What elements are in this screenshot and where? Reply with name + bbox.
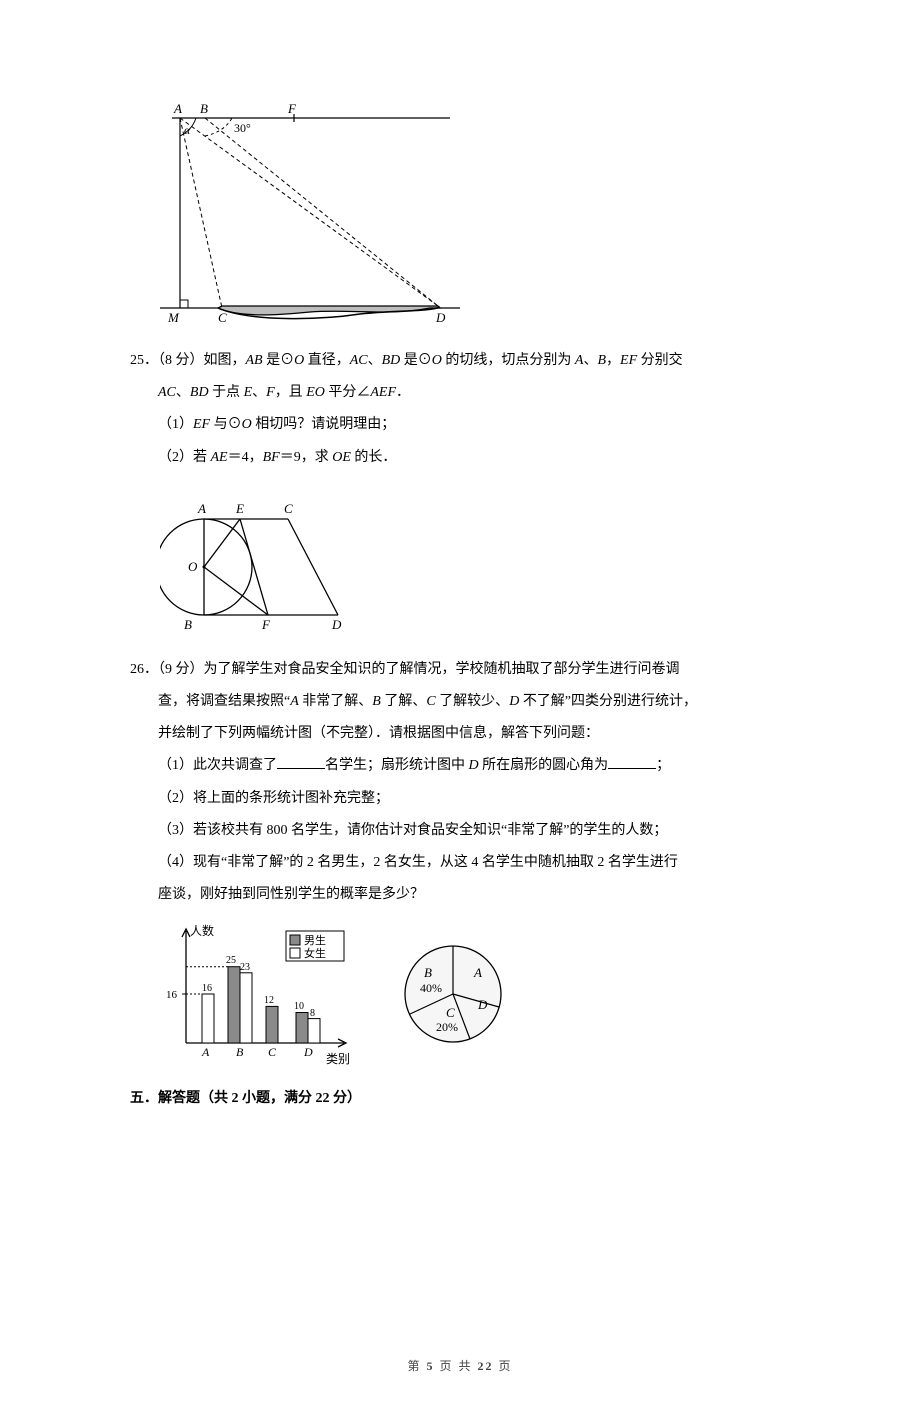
svg-text:男生: 男生	[304, 933, 326, 947]
section5-heading: 五．解答题（共 2 小题，满分 22 分）	[130, 1087, 790, 1107]
q26-part2: （2）将上面的条形统计图补充完整；	[130, 783, 790, 815]
svg-text:C: C	[268, 1045, 277, 1059]
q26-part3: （3）若该校共有 800 名学生，请你估计对食品安全知识“非常了解”的学生的人数…	[130, 815, 790, 847]
q25-part2: （2）若 AE＝4，BF＝9，求 OE 的长．	[130, 442, 790, 474]
svg-text:A: A	[473, 965, 482, 980]
q25-figure: A E C O B F D	[160, 489, 790, 639]
svg-text:O: O	[188, 559, 198, 574]
q26-charts: 16 16 25 23 12 10 8 A B C D 人	[158, 919, 790, 1069]
q25-line1: 25．（8 分）如图，AB 是⊙O 直径，AC、BD 是⊙O 的切线，切点分别为…	[130, 345, 790, 377]
svg-text:23: 23	[240, 962, 250, 973]
q26-part4: （4）现有“非常了解”的 2 名男生，2 名女生，从这 4 名学生中随机抽取 2…	[130, 847, 790, 879]
blank-1	[277, 755, 325, 769]
svg-text:B: B	[236, 1045, 244, 1059]
svg-text:人数: 人数	[190, 923, 214, 938]
q26-part1: （1）此次共调查了名学生；扇形统计图中 D 所在扇形的圆心角为；	[130, 750, 790, 782]
svg-text:40%: 40%	[420, 981, 442, 995]
svg-text:8: 8	[310, 1008, 315, 1019]
svg-text:B: B	[184, 617, 192, 632]
q25-block: 25．（8 分）如图，AB 是⊙O 直径，AC、BD 是⊙O 的切线，切点分别为…	[130, 345, 790, 474]
lbl-alpha: α	[184, 123, 191, 137]
svg-text:女生: 女生	[304, 946, 326, 960]
svg-text:D: D	[331, 617, 342, 632]
lbl-D: D	[435, 310, 446, 325]
q26-part4b: 座谈，刚好抽到同性别学生的概率是多少？	[130, 879, 790, 911]
lbl-A: A	[173, 101, 182, 116]
pie-chart: A B 40% C 20% D	[388, 929, 518, 1059]
lbl-F: F	[287, 101, 297, 116]
lbl-B: B	[200, 101, 208, 116]
svg-text:16: 16	[202, 983, 212, 994]
q26-l2: 查，将调查结果按照“A 非常了解、B 了解、C 了解较少、D 不了解”四类分别进…	[130, 686, 790, 718]
page-footer: 第 5 页 共 22 页	[0, 1357, 920, 1374]
svg-text:D: D	[477, 997, 488, 1012]
q26-block: 26．（9 分）为了解学生对食品安全知识的了解情况，学校随机抽取了部分学生进行问…	[130, 654, 790, 912]
svg-text:A: A	[201, 1045, 210, 1059]
q24-figure: A B F α 30° M C D	[160, 100, 790, 330]
svg-text:20%: 20%	[436, 1020, 458, 1034]
svg-text:类别: 类别	[326, 1052, 350, 1066]
lbl-C: C	[218, 310, 227, 325]
svg-text:B: B	[424, 965, 432, 980]
svg-text:10: 10	[294, 1001, 304, 1012]
svg-text:D: D	[303, 1045, 313, 1059]
svg-text:16: 16	[166, 989, 178, 1001]
svg-text:C: C	[446, 1005, 455, 1020]
svg-text:12: 12	[264, 995, 274, 1006]
lbl-30: 30°	[234, 121, 251, 135]
q25-part1: （1）EF 与⊙O 相切吗？请说明理由；	[130, 409, 790, 441]
q26-l3: 并绘制了下列两幅统计图（不完整）．请根据图中信息，解答下列问题：	[130, 718, 790, 750]
svg-text:F: F	[261, 617, 271, 632]
bar-chart: 16 16 25 23 12 10 8 A B C D 人	[158, 919, 358, 1069]
lbl-M: M	[167, 310, 180, 325]
blank-2	[608, 755, 656, 769]
svg-text:25: 25	[226, 955, 236, 966]
svg-text:A: A	[197, 501, 206, 516]
q25-line2: AC、BD 于点 E、F，且 EO 平分∠AEF．	[130, 377, 790, 409]
q26-l1: 26．（9 分）为了解学生对食品安全知识的了解情况，学校随机抽取了部分学生进行问…	[130, 654, 790, 686]
svg-text:C: C	[284, 501, 293, 516]
svg-text:E: E	[235, 501, 244, 516]
